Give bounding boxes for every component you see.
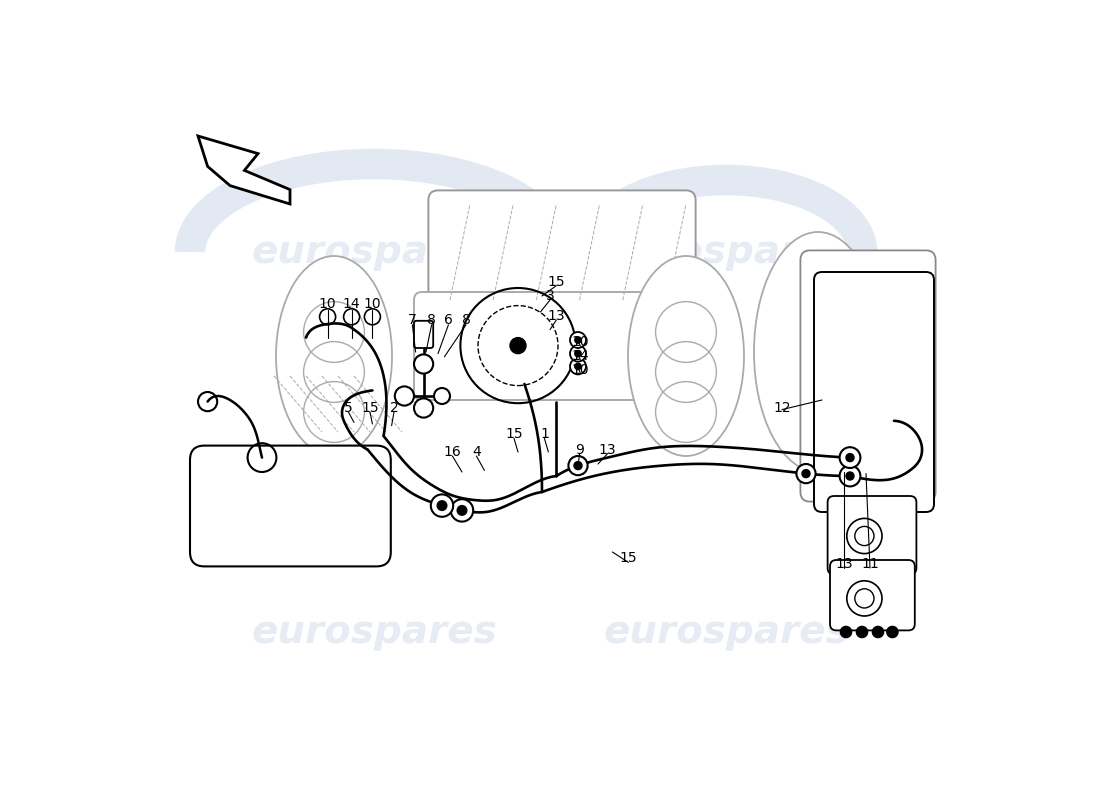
Circle shape: [510, 338, 526, 354]
Text: 15: 15: [361, 401, 378, 415]
Text: 14: 14: [572, 349, 590, 363]
FancyBboxPatch shape: [830, 560, 915, 630]
Ellipse shape: [628, 256, 744, 456]
Circle shape: [575, 363, 581, 370]
FancyBboxPatch shape: [428, 190, 695, 314]
Text: 10: 10: [572, 335, 590, 350]
Circle shape: [395, 386, 414, 406]
Text: 15: 15: [548, 274, 565, 289]
Text: 13: 13: [598, 442, 616, 457]
Circle shape: [570, 332, 586, 348]
Circle shape: [857, 626, 868, 638]
Text: eurospares: eurospares: [251, 613, 497, 651]
FancyBboxPatch shape: [814, 272, 934, 512]
Circle shape: [458, 506, 466, 515]
Circle shape: [846, 454, 854, 462]
Text: 4: 4: [472, 445, 481, 459]
Text: 2: 2: [389, 401, 398, 415]
Text: 1: 1: [540, 427, 549, 442]
Circle shape: [570, 358, 586, 374]
Text: 10: 10: [572, 362, 590, 377]
Text: 16: 16: [443, 445, 461, 459]
Text: 10: 10: [364, 297, 382, 311]
Text: 6: 6: [444, 313, 453, 327]
Text: 7: 7: [408, 313, 417, 327]
FancyBboxPatch shape: [414, 321, 433, 348]
Circle shape: [575, 350, 581, 357]
Circle shape: [414, 354, 433, 374]
Text: eurospares: eurospares: [603, 613, 849, 651]
Circle shape: [434, 388, 450, 404]
Text: 3: 3: [546, 289, 554, 303]
Circle shape: [839, 447, 860, 468]
Circle shape: [839, 466, 860, 486]
Polygon shape: [198, 136, 290, 204]
Circle shape: [570, 346, 586, 362]
FancyBboxPatch shape: [801, 250, 936, 502]
Circle shape: [431, 494, 453, 517]
Text: 10: 10: [319, 297, 337, 311]
Text: 8: 8: [462, 313, 471, 327]
Ellipse shape: [276, 256, 392, 456]
Text: 13: 13: [836, 557, 854, 571]
Circle shape: [796, 464, 815, 483]
Text: 15: 15: [505, 427, 522, 442]
Text: eurospares: eurospares: [603, 233, 849, 271]
Ellipse shape: [754, 232, 882, 472]
Circle shape: [414, 398, 433, 418]
Text: 12: 12: [773, 401, 791, 415]
Text: 14: 14: [343, 297, 361, 311]
Text: 9: 9: [575, 442, 584, 457]
Text: 11: 11: [861, 557, 879, 571]
Circle shape: [846, 472, 854, 480]
Circle shape: [840, 626, 851, 638]
Circle shape: [569, 456, 587, 475]
FancyBboxPatch shape: [190, 446, 390, 566]
Circle shape: [451, 499, 473, 522]
Circle shape: [887, 626, 898, 638]
Circle shape: [575, 337, 581, 343]
FancyBboxPatch shape: [414, 292, 666, 400]
Circle shape: [872, 626, 883, 638]
Text: 15: 15: [619, 551, 637, 566]
Text: 13: 13: [548, 309, 565, 323]
Text: eurospares: eurospares: [251, 233, 497, 271]
Text: 5: 5: [344, 401, 353, 415]
Text: 8: 8: [427, 313, 436, 327]
Circle shape: [437, 501, 447, 510]
FancyBboxPatch shape: [827, 496, 916, 574]
Circle shape: [802, 470, 810, 478]
Circle shape: [574, 462, 582, 470]
